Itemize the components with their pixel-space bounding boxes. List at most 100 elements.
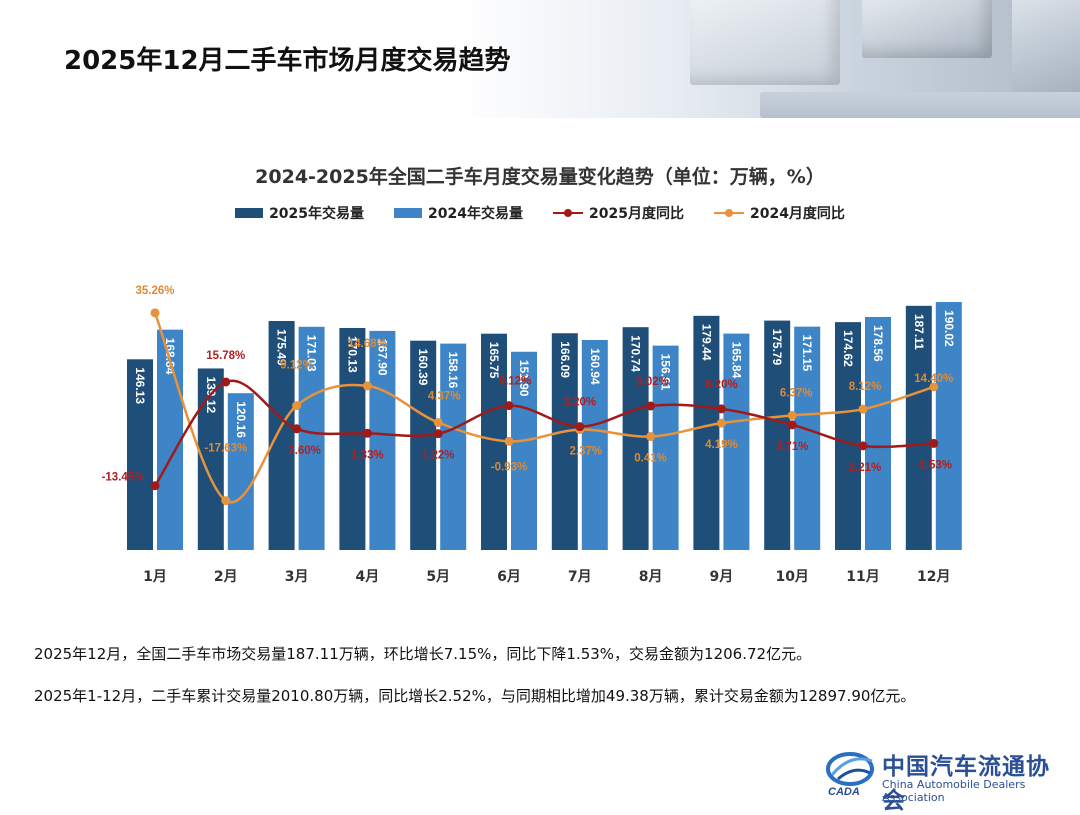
x-tick-label: 12月 bbox=[917, 569, 950, 585]
line-2024-yoy-point bbox=[646, 432, 656, 442]
line-2024-yoy-point bbox=[150, 308, 160, 318]
bar-value-label: 170.13 bbox=[345, 336, 359, 373]
bar-value-label: 158.16 bbox=[446, 352, 460, 389]
line-2024-yoy-point bbox=[292, 401, 302, 411]
line-2025-yoy-label: 15.78% bbox=[206, 350, 245, 362]
bar-value-label: 175.49 bbox=[275, 329, 289, 366]
cada-emblem-icon: CADA bbox=[826, 752, 874, 798]
legend-item-2024-yoy: 2024月度同比 bbox=[713, 203, 845, 223]
bar-2024 bbox=[157, 329, 183, 550]
bar-2025 bbox=[622, 327, 649, 550]
logo-abbr: CADA bbox=[828, 786, 860, 797]
bar-value-label: 165.84 bbox=[729, 342, 743, 379]
bar-value-label: 174.62 bbox=[841, 330, 855, 367]
bar-value-label: 160.94 bbox=[588, 348, 602, 385]
decorative-cube bbox=[760, 92, 1080, 118]
line-2024-yoy-point bbox=[929, 382, 939, 392]
legend-label: 2024年交易量 bbox=[428, 206, 523, 222]
bar-2024 bbox=[865, 316, 891, 550]
chart-legend: 2025年交易量 2024年交易量 2025月度同比 2024月度同比 bbox=[0, 203, 1080, 223]
cada-logo: CADA 中国汽车流通协会 China Automobile Dealers A… bbox=[824, 747, 1068, 814]
info-line-december: 2025年12月，全国二手车市场交易量187.11万辆，环比增长7.15%，同比… bbox=[34, 645, 812, 663]
line-2024-yoy-label: 8.12% bbox=[849, 381, 882, 393]
line-2025-yoy-label: -13.45% bbox=[102, 472, 145, 484]
x-tick-label: 9月 bbox=[710, 569, 734, 585]
line-2025-yoy-point bbox=[150, 481, 160, 491]
decorative-cube bbox=[1012, 0, 1080, 110]
bar-value-label: 175.79 bbox=[770, 329, 784, 366]
bar-2024 bbox=[581, 339, 608, 550]
bar-value-label: 187.11 bbox=[912, 314, 926, 350]
line-2024-yoy-label: 0.41% bbox=[634, 453, 667, 465]
line-2024-yoy-label: -0.93% bbox=[491, 461, 527, 473]
x-tick-label: 5月 bbox=[426, 569, 450, 585]
line-2024-yoy-label: 4.19% bbox=[705, 439, 738, 451]
bar-2025 bbox=[551, 333, 578, 550]
x-tick-label: 11月 bbox=[846, 569, 879, 585]
x-tick-label: 2月 bbox=[214, 569, 238, 585]
x-tick-label: 7月 bbox=[568, 569, 592, 585]
line-2025-yoy-label: 1.22% bbox=[422, 450, 455, 462]
line-2025-yoy-point bbox=[716, 404, 726, 414]
line-2025-yoy-point bbox=[646, 401, 656, 411]
bar-2024 bbox=[794, 326, 821, 550]
bar-value-label: 160.39 bbox=[416, 349, 430, 386]
bar-2025 bbox=[905, 305, 932, 550]
bar-value-label: 170.74 bbox=[629, 335, 643, 372]
bar-value-label: 167.90 bbox=[375, 339, 389, 376]
decorative-cube bbox=[862, 0, 992, 58]
line-2025-yoy-label: 3.20% bbox=[563, 397, 596, 409]
logo-name-en: China Automobile Dealers Association bbox=[882, 778, 1026, 804]
x-tick-label: 10月 bbox=[775, 569, 808, 585]
bar-2024 bbox=[511, 351, 537, 550]
decorative-cube bbox=[690, 0, 840, 85]
line-2024-yoy-label: 2.37% bbox=[569, 446, 602, 458]
chart-title: 2024-2025年全国二手车月度交易量变化趋势（单位：万辆，%） bbox=[255, 166, 825, 188]
bar-2025 bbox=[268, 320, 295, 550]
bar-value-label: 151.90 bbox=[517, 360, 531, 397]
bar-value-label: 178.56 bbox=[871, 325, 885, 362]
line-2024-yoy-point bbox=[858, 404, 868, 414]
bar-2025 bbox=[693, 315, 720, 550]
line-2025-yoy-point bbox=[787, 420, 797, 430]
line-2024-yoy-point bbox=[362, 381, 372, 391]
bar-value-label: 179.44 bbox=[699, 324, 713, 361]
legend-item-2025-volume: 2025年交易量 bbox=[235, 203, 364, 223]
x-tick-label: 4月 bbox=[356, 569, 380, 585]
bar-2024 bbox=[369, 330, 396, 550]
bar-2024 bbox=[298, 326, 325, 550]
line-2024-yoy-point bbox=[433, 417, 443, 427]
bar-value-label: 166.09 bbox=[558, 341, 572, 378]
legend-label: 2025月度同比 bbox=[589, 206, 684, 222]
bar-value-label: 156.61 bbox=[659, 354, 673, 391]
header-banner: 2025年12月二手车市场月度交易趋势 bbox=[0, 0, 1080, 118]
line-2024-yoy-label: 4.37% bbox=[428, 390, 461, 402]
bar-2025 bbox=[410, 340, 437, 550]
bar-value-label: 120.16 bbox=[234, 401, 248, 438]
legend-swatch bbox=[394, 208, 423, 218]
bar-2025 bbox=[764, 320, 791, 550]
bar-value-label: 171.03 bbox=[305, 335, 319, 372]
bar-value-label: 165.75 bbox=[487, 342, 501, 379]
bar-2025 bbox=[339, 327, 366, 550]
line-2025-yoy-label: 3.71% bbox=[776, 441, 809, 453]
bar-2024 bbox=[935, 302, 962, 550]
line-2024-yoy-label: 14.68% bbox=[348, 338, 387, 350]
line-2025-yoy-label: 1.33% bbox=[351, 449, 384, 461]
line-2025-yoy-point bbox=[858, 441, 868, 451]
info-line-annual: 2025年1-12月，二手车累计交易量2010.80万辆，同比增长2.52%，与… bbox=[34, 687, 916, 705]
bar-2024 bbox=[227, 393, 254, 550]
line-2025-yoy-point bbox=[221, 377, 231, 387]
line-2024-yoy-point bbox=[716, 418, 726, 428]
line-2025-yoy-label: 9.02% bbox=[636, 376, 669, 388]
line-2025-yoy-point bbox=[504, 401, 514, 411]
legend-label: 2025年交易量 bbox=[269, 206, 365, 222]
line-2025-yoy-label: 8.20% bbox=[705, 379, 738, 391]
line-2024-yoy-label: -17.63% bbox=[204, 443, 247, 455]
bar-2024 bbox=[440, 343, 467, 550]
line-2025-yoy-point bbox=[433, 429, 443, 439]
x-tick-label: 1月 bbox=[143, 569, 167, 585]
legend-swatch bbox=[553, 208, 583, 218]
legend-swatch bbox=[235, 208, 264, 218]
